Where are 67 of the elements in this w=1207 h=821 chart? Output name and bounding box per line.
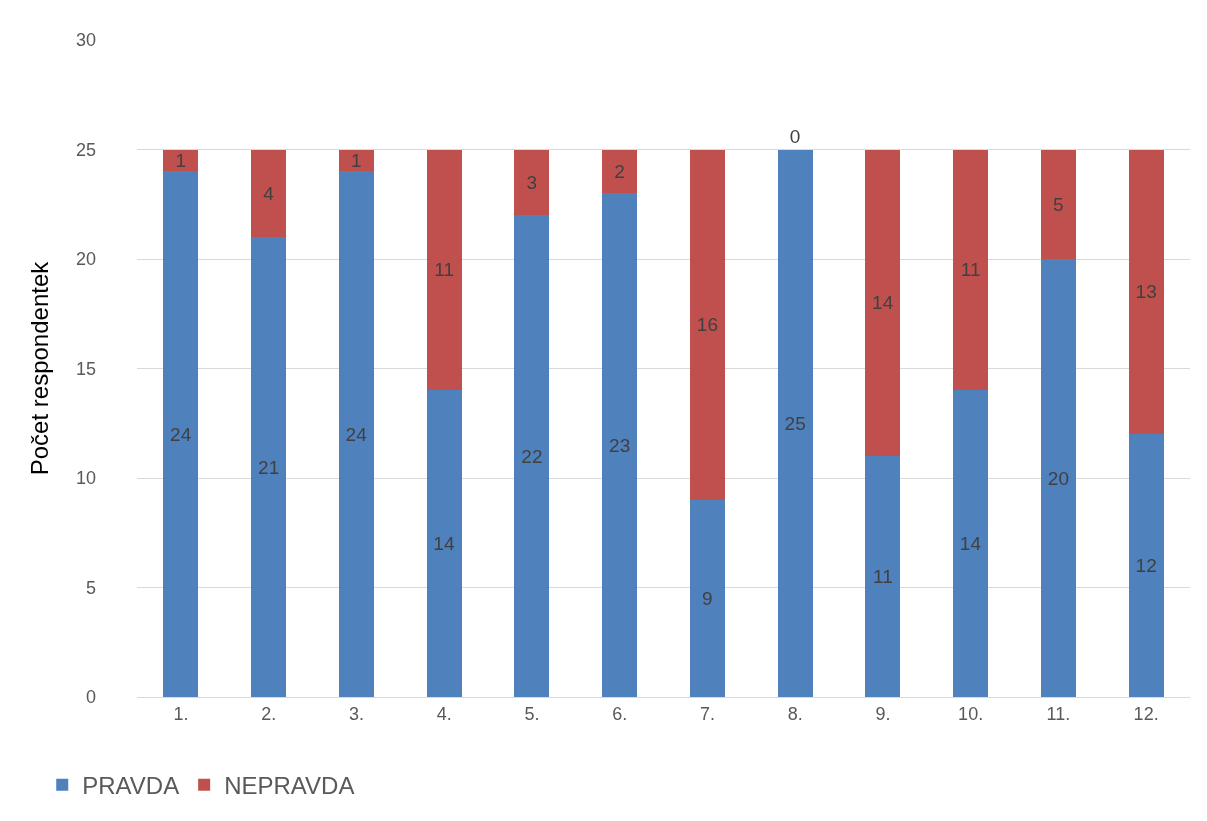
bar	[163, 171, 199, 697]
legend-label: PRAVDA	[82, 772, 180, 800]
bar	[865, 149, 901, 457]
bar	[865, 456, 901, 697]
x-tick-label: 2.	[261, 703, 277, 724]
legend-label: NEPRAVDA	[224, 772, 355, 800]
bar	[689, 499, 725, 697]
bar	[338, 171, 374, 697]
bar	[689, 149, 725, 500]
data-label: 25	[784, 412, 806, 434]
data-label: 11	[960, 259, 981, 281]
data-label: 20	[1047, 467, 1069, 489]
data-label: 11	[873, 566, 893, 588]
data-label: 13	[1135, 281, 1157, 303]
bar	[251, 149, 287, 238]
data-label: 1	[175, 149, 187, 171]
data-label: 14	[872, 292, 894, 314]
bar	[953, 390, 989, 697]
y-tick-label: 20	[75, 249, 96, 270]
bar	[426, 390, 462, 697]
x-tick-label: 8.	[787, 703, 803, 724]
y-axis-title: Počet respondentek	[26, 260, 54, 476]
y-tick-label: 0	[85, 687, 96, 708]
data-label: 14	[959, 533, 982, 555]
data-label: 16	[696, 314, 718, 336]
y-tick-label: 25	[75, 139, 96, 160]
data-label: 0	[789, 125, 801, 147]
bar	[426, 149, 462, 391]
bar	[251, 237, 287, 697]
bar	[602, 149, 638, 194]
data-label: 4	[263, 182, 275, 204]
x-tick-label: 9.	[875, 703, 891, 724]
data-label: 21	[258, 456, 280, 478]
data-label: 24	[170, 423, 192, 445]
bar	[514, 215, 550, 697]
data-label: 9	[702, 587, 713, 609]
bar	[1040, 149, 1076, 259]
y-tick-label: 5	[85, 577, 96, 598]
bar	[1128, 149, 1164, 435]
x-tick-label: 4.	[436, 703, 452, 724]
data-label: 5	[1053, 193, 1064, 215]
data-label: 12	[1135, 555, 1157, 577]
x-tick-label: 7.	[699, 703, 715, 724]
data-label: 2	[614, 160, 625, 182]
x-tick-label: 11.	[1046, 703, 1071, 724]
data-label: 22	[521, 445, 543, 467]
bar	[1040, 259, 1076, 697]
x-tick-label: 12.	[1133, 703, 1159, 724]
bar	[602, 193, 638, 697]
y-tick-label: 10	[75, 468, 96, 489]
x-tick-label: 10.	[958, 703, 984, 724]
x-tick-label: 1.	[173, 703, 189, 724]
data-label: 1	[351, 149, 362, 171]
bar	[514, 149, 550, 216]
bar	[1128, 434, 1164, 697]
data-label: 24	[345, 423, 368, 445]
y-tick-label: 30	[75, 30, 96, 51]
bar	[777, 149, 813, 697]
x-tick-label: 3.	[348, 703, 364, 724]
data-label: 14	[433, 533, 455, 555]
y-tick-label: 15	[75, 358, 96, 379]
data-label: 11	[434, 259, 454, 281]
data-label: 3	[526, 171, 538, 193]
x-tick-label: 6.	[612, 703, 628, 724]
bar	[953, 149, 989, 391]
x-tick-label: 5.	[524, 703, 540, 724]
data-label: 23	[609, 434, 631, 456]
